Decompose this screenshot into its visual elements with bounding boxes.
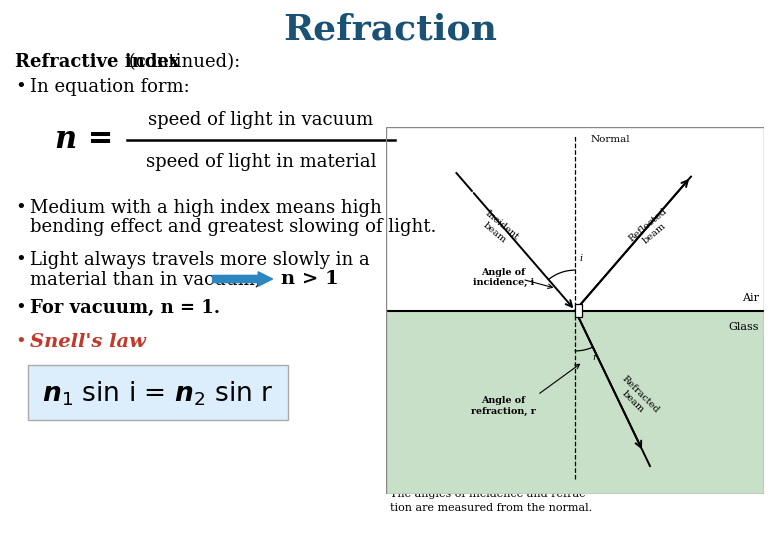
Text: Reflected
beam: Reflected beam xyxy=(626,206,675,252)
Text: tion are measured from the normal.: tion are measured from the normal. xyxy=(390,503,592,513)
Text: Angle of
refraction, r: Angle of refraction, r xyxy=(471,396,536,416)
Text: $\bfit{n}$$_1$ $\rm{sin\ i}$ = $\bfit{n}$$_2$ $\rm{sin\ r}$: $\bfit{n}$$_1$ $\rm{sin\ i}$ = $\bfit{n}… xyxy=(42,379,274,408)
Text: The angles of incidence and refrac-: The angles of incidence and refrac- xyxy=(390,489,589,499)
Text: •: • xyxy=(15,251,26,269)
Text: Normal: Normal xyxy=(590,135,630,144)
Text: •: • xyxy=(15,333,26,351)
Text: FIGURE 5.16: FIGURE 5.16 xyxy=(390,471,475,484)
Text: bending effect and greatest slowing of light.: bending effect and greatest slowing of l… xyxy=(30,218,436,236)
Text: Snell's law: Snell's law xyxy=(30,333,146,351)
Text: (continued):: (continued): xyxy=(123,53,240,71)
Text: Glass: Glass xyxy=(729,322,759,332)
Text: material than in vacuum,: material than in vacuum, xyxy=(30,270,261,288)
Bar xyxy=(576,303,583,318)
Text: •: • xyxy=(15,299,26,317)
Text: Medium with a high index means high: Medium with a high index means high xyxy=(30,199,381,217)
Text: Incident
beam: Incident beam xyxy=(476,208,520,249)
Text: i: i xyxy=(580,254,583,263)
Text: Refraction: Refraction xyxy=(283,13,497,47)
Text: •: • xyxy=(15,78,26,96)
Text: Refractive index: Refractive index xyxy=(15,53,179,71)
Text: speed of light in vacuum: speed of light in vacuum xyxy=(148,111,374,129)
Text: Light always travels more slowly in a: Light always travels more slowly in a xyxy=(30,251,370,269)
Text: •: • xyxy=(15,199,26,217)
Bar xyxy=(386,310,764,494)
Text: speed of light in material: speed of light in material xyxy=(146,153,376,171)
Text: n > 1: n > 1 xyxy=(281,270,339,288)
Text: For vacuum, n = 1.: For vacuum, n = 1. xyxy=(30,299,220,317)
Text: In equation form:: In equation form: xyxy=(30,78,190,96)
FancyBboxPatch shape xyxy=(28,365,288,420)
Text: n =: n = xyxy=(55,125,113,156)
Text: r: r xyxy=(592,353,597,362)
Text: Refracted
beam: Refracted beam xyxy=(612,374,661,422)
Text: Angle of
incidence, i: Angle of incidence, i xyxy=(473,268,534,287)
Text: Air: Air xyxy=(742,293,759,302)
FancyArrowPatch shape xyxy=(213,272,272,286)
